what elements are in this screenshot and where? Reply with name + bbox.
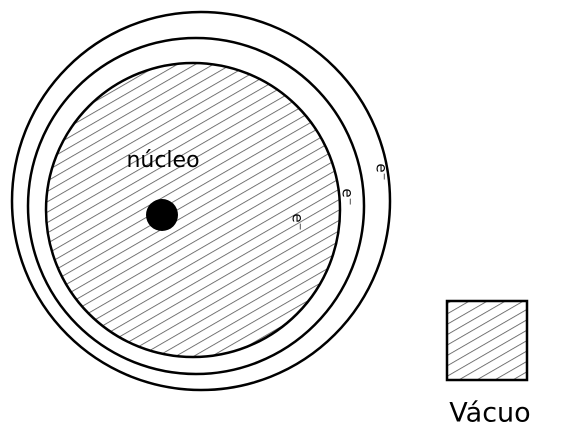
nucleus-label: núcleo [126,148,199,173]
electron-label: e⁻ [339,188,357,205]
outer-orbit [10,10,392,392]
electron-label: e⁻ [289,213,307,230]
nucleus [146,199,178,231]
vacuum-swatch [445,299,529,382]
inner-orbit [44,61,342,359]
electron-label: e⁻ [373,163,391,180]
legend-label: Vácuo [449,398,530,429]
middle-orbit [26,36,366,376]
